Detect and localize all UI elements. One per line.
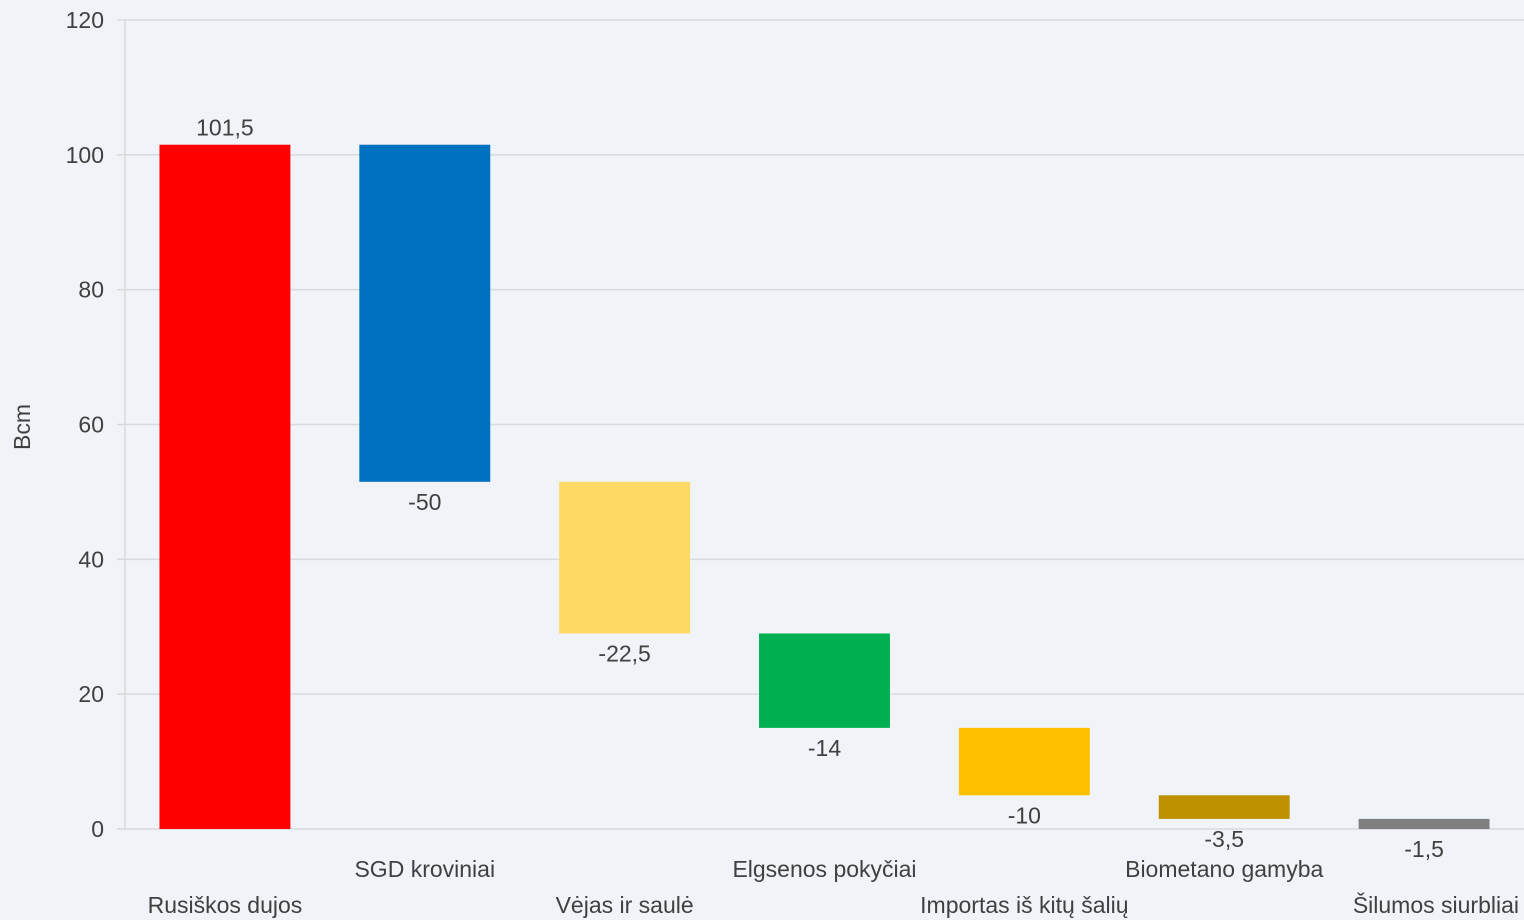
y-axis-ticks: 0 20 40 60 80 100 120 <box>66 7 104 842</box>
bar <box>759 633 890 728</box>
x-category-label: Rusiškos dujos <box>148 892 303 918</box>
x-category-label: Importas iš kitų šalių <box>920 892 1128 918</box>
x-category-label: Biometano gamyba <box>1125 856 1323 882</box>
y-axis-label: Bcm <box>9 404 35 450</box>
gridlines <box>117 19 1524 830</box>
y-tick-label: 80 <box>78 277 104 303</box>
y-tick-label: 60 <box>78 412 104 438</box>
data-label: -10 <box>1008 802 1041 828</box>
data-label: -22,5 <box>598 640 650 666</box>
data-label: 101,5 <box>196 115 254 141</box>
y-tick-label: 20 <box>78 681 104 707</box>
bar <box>159 144 291 830</box>
bar <box>559 481 691 634</box>
data-label: -3,5 <box>1204 826 1244 852</box>
x-category-label: Vėjas ir saulė <box>556 892 694 918</box>
bar <box>958 727 1090 796</box>
bars <box>159 144 1490 830</box>
x-category-label: Šilumos siurbliai <box>1353 891 1519 918</box>
data-label: -50 <box>408 489 441 515</box>
y-tick-label: 120 <box>66 7 104 33</box>
data-label: -14 <box>808 735 841 761</box>
data-labels: 101,5 -50 -22,5 -14 -10 -3,5 -1,5 <box>196 115 1444 862</box>
bar <box>1158 795 1290 819</box>
y-tick-label: 100 <box>66 142 104 168</box>
y-tick-label: 40 <box>78 546 104 572</box>
x-category-label: SGD kroviniai <box>354 856 495 882</box>
bar <box>359 144 491 482</box>
bar <box>1358 818 1490 829</box>
y-tick-label: 0 <box>91 816 104 842</box>
data-label: -1,5 <box>1404 836 1444 862</box>
x-category-label: Elgsenos pokyčiai <box>732 856 916 882</box>
x-axis-labels: Rusiškos dujos SGD kroviniai Vėjas ir saul… <box>148 856 1519 918</box>
